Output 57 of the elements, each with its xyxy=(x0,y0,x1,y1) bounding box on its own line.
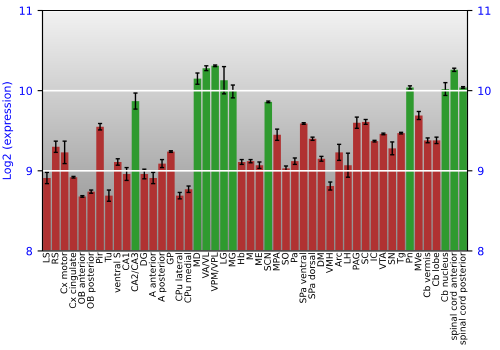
x-tick-label: spinal cord anterior xyxy=(450,252,459,340)
x-tick-label: spinal cord posterior xyxy=(458,252,468,345)
x-tick-label: CA2/CA3 xyxy=(131,253,139,292)
x-tick-label: MVe xyxy=(414,252,422,270)
y2-tick-label: 8 xyxy=(478,246,484,256)
y-axis-title: Log2 (expression) xyxy=(2,82,14,180)
y-tick-label: 10 xyxy=(20,86,32,96)
x-tick-label: Cb nucleus xyxy=(440,252,448,302)
x-tick-label: CPu lateral xyxy=(175,253,182,301)
x-tick-label: Pn xyxy=(406,253,412,262)
x-tick-label: DG xyxy=(140,253,147,266)
x-tick-label: VMH xyxy=(326,253,333,274)
x-tick-label: SPa dorsal xyxy=(308,253,316,299)
x-tick-label: LG xyxy=(220,253,227,264)
x-tick-label: PAG xyxy=(352,253,360,270)
x-tick-label: GP xyxy=(166,252,174,264)
y2-tick-label: 10 xyxy=(478,86,491,96)
x-tick-label: Pir xyxy=(96,252,103,263)
x-tick-label: Cx cingulate xyxy=(69,252,78,308)
x-tick-label: LH xyxy=(344,253,350,264)
x-tick-label: Cb lobe xyxy=(432,252,440,286)
x-tick-label: A posterior xyxy=(158,252,166,302)
x-tick-label: OB posterior xyxy=(86,252,96,309)
x-tick-label: Arc xyxy=(335,252,342,267)
x-tick-label: SN xyxy=(388,253,395,264)
x-tick-label: LS xyxy=(42,252,50,262)
y2-tick-label: 11 xyxy=(478,6,490,15)
x-tick-label: SPa ventral xyxy=(299,253,306,303)
x-tick-label: VA/VL xyxy=(202,252,210,278)
x-tick-label: OB anterior xyxy=(78,252,85,304)
x-tick-label: VPM/VPL xyxy=(211,252,218,292)
x-tick-label: M xyxy=(246,253,254,260)
x-tick-label: Pa xyxy=(290,253,298,262)
x-tick-label: DM xyxy=(317,253,324,266)
x-tick-label: SCN xyxy=(264,253,271,271)
x-tick-label: Cb vermis xyxy=(423,252,430,298)
x-tick-label: ME xyxy=(255,252,262,265)
y-tick-label: 9 xyxy=(26,166,32,176)
x-tick-label: CPu medial xyxy=(184,253,192,303)
x-tick-label: Tg xyxy=(397,253,406,264)
x-tick-label: A anterior xyxy=(148,252,156,298)
x-tick-label: ventral S xyxy=(113,252,120,293)
y2-tick-label: 9 xyxy=(478,166,484,176)
x-tick-label: Cx motor xyxy=(60,252,68,294)
x-tick-label: RS xyxy=(52,252,58,264)
x-tick-label: SO xyxy=(282,252,289,265)
x-tick-label: MPA xyxy=(273,252,280,270)
x-tick-label: VTA xyxy=(379,252,386,270)
x-tick-label: SC xyxy=(361,252,368,264)
x-tick-label: CA1 xyxy=(122,253,130,270)
x-tick-label: Tu xyxy=(104,253,112,262)
x-tick-label: IC xyxy=(370,252,378,260)
y-tick-label: 8 xyxy=(26,246,32,256)
y-tick-label: 11 xyxy=(20,6,32,15)
x-tick-label: Hb xyxy=(237,252,244,264)
x-tick-label: MD xyxy=(193,252,200,266)
x-tick-label: MG xyxy=(228,253,236,266)
